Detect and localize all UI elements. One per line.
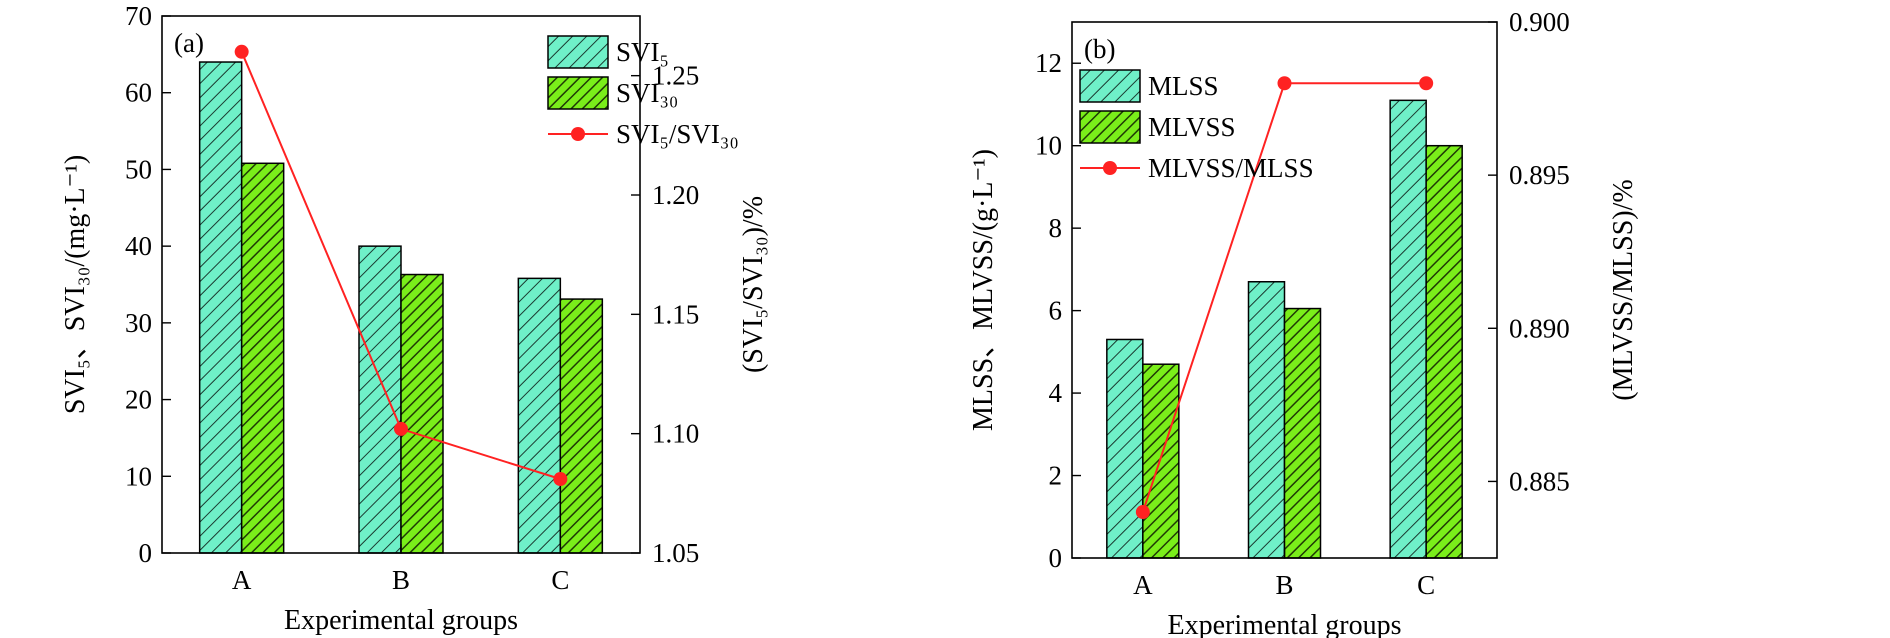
y-tick-label: 30 [125, 308, 152, 338]
y2-tick-label: 1.20 [652, 180, 699, 210]
bar-mlss-c [1389, 99, 1427, 559]
y-axis-title: MLSS、MLVSS/(g·L⁻¹) [968, 149, 999, 431]
x-tick-label: A [1133, 570, 1153, 600]
legend: SVI₅ SVI₃₀ SVI₅/SVI₃₀ [547, 35, 739, 149]
legend-label: SVI₅/SVI₃₀ [616, 119, 739, 149]
panel-label: (b) [1084, 34, 1115, 64]
x-tick-label: B [392, 565, 410, 595]
y-tick-label: 8 [1049, 213, 1063, 243]
y-tick-label: 70 [125, 1, 152, 31]
x-tick-label: C [551, 565, 569, 595]
legend: MLSS MLVSS MLVSS/MLSS [1079, 69, 1314, 183]
ratio-marker-c [553, 472, 568, 487]
y2-axis-title: (MLVSS/MLSS)/% [1608, 179, 1639, 400]
y-tick-label: 50 [125, 154, 152, 184]
x-tick-label: C [1417, 570, 1435, 600]
bar-mlss-b [1247, 281, 1286, 559]
y-axis-title: SVI₅、SVI₃₀/(mg·L⁻¹) [60, 155, 91, 414]
x-axis-title: Experimental groups [284, 605, 518, 636]
legend-swatch [1079, 110, 1141, 144]
y-tick-label: 12 [1035, 48, 1062, 78]
bar-svi-c [559, 298, 604, 554]
x-tick-label: A [232, 565, 252, 595]
y2-tick-label: 1.15 [652, 299, 699, 329]
bar-mlvss-a [1142, 363, 1180, 559]
bar-svi-b [400, 273, 444, 554]
legend-label: MLSS [1148, 71, 1219, 101]
ratio-marker-b [394, 421, 408, 436]
bar-mlvss-b [1283, 307, 1322, 559]
y2-tick-label: 0.885 [1509, 466, 1570, 496]
bar-mlvss-c [1425, 144, 1463, 559]
ratio-marker-c [1419, 76, 1434, 91]
y-tick-label: 4 [1049, 378, 1063, 408]
legend-label: SVI₃₀ [616, 78, 678, 108]
chart-panel-a: 0 10 20 30 40 50 60 70 1.05 1.10 1.15 1.20 1.25 A B C Ex… [60, 1, 769, 636]
y2-axis-title: (SVI₅/SVI₃₀)/% [738, 196, 769, 373]
y2-tick-label: 1.25 [652, 61, 699, 91]
legend-swatch [547, 76, 609, 110]
bar-svi-c [517, 277, 562, 554]
y-tick-label: 2 [1049, 461, 1063, 491]
legend-marker [1103, 161, 1117, 175]
y-tick-label: 20 [125, 385, 152, 415]
ratio-marker-a [1135, 505, 1150, 520]
y2-tick-label: 0.900 [1509, 7, 1570, 37]
y2-tick-label: 0.895 [1509, 160, 1570, 190]
bar-svi-b [358, 245, 402, 554]
legend-label: SVI₅ [616, 37, 669, 67]
y2-tick-label: 1.10 [652, 419, 699, 449]
y-tick-label: 6 [1049, 296, 1063, 326]
y-tick-label: 10 [1035, 131, 1062, 161]
legend-marker [571, 127, 585, 141]
y-tick-label: 40 [125, 231, 152, 261]
panel-label: (a) [174, 28, 204, 58]
x-tick-label: B [1275, 570, 1293, 600]
bar-svi-a [198, 61, 243, 554]
ratio-marker-a [234, 44, 249, 59]
y-tick-label: 0 [139, 538, 153, 568]
legend-label: MLVSS [1148, 112, 1236, 142]
y-tick-label: 10 [125, 461, 152, 491]
bar-mlss-a [1106, 338, 1144, 559]
y2-tick-label: 1.05 [652, 538, 699, 568]
ratio-marker-b [1277, 76, 1292, 91]
x-axis-title: Experimental groups [1167, 610, 1401, 638]
legend-swatch [547, 35, 609, 69]
legend-swatch [1079, 69, 1141, 103]
bar-svi-a [240, 162, 285, 554]
y2-tick-label: 0.890 [1509, 313, 1570, 343]
y-tick-label: 60 [125, 78, 152, 108]
chart-panel-b: 0 2 4 6 8 10 12 0.885 0.890 0.895 0.900 A B C Experime… [968, 7, 1639, 638]
y-tick-label: 0 [1049, 543, 1063, 573]
legend-label: MLVSS/MLSS [1148, 153, 1314, 183]
